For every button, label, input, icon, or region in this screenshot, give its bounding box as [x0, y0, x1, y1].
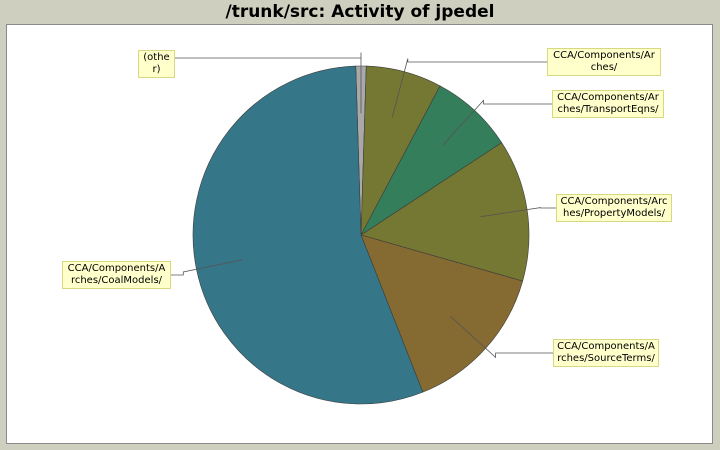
leader-line	[450, 316, 553, 359]
slice-label: CCA/Components/Arches/	[547, 48, 661, 76]
leader-line	[480, 207, 556, 218]
plot-area: (other) CCA/Components/Arches/CCA/Compone…	[6, 24, 713, 444]
leader-line	[171, 259, 243, 276]
slice-label: CCA/Components/Arches/TransportEqns/	[552, 90, 664, 118]
leader-line	[442, 99, 552, 146]
leader-line	[175, 52, 362, 114]
slice-label: (other)	[138, 50, 175, 78]
slice-label: CCA/Components/Arches/CoalModels/	[62, 261, 171, 289]
chart-title: /trunk/src: Activity of jpedel	[225, 2, 495, 22]
leader-line	[391, 58, 547, 118]
slice-label: CCA/Components/Arches/PropertyModels/	[556, 194, 672, 222]
pie-chart	[171, 52, 556, 405]
slice-label: CCA/Components/Arches/SourceTerms/	[553, 339, 659, 367]
